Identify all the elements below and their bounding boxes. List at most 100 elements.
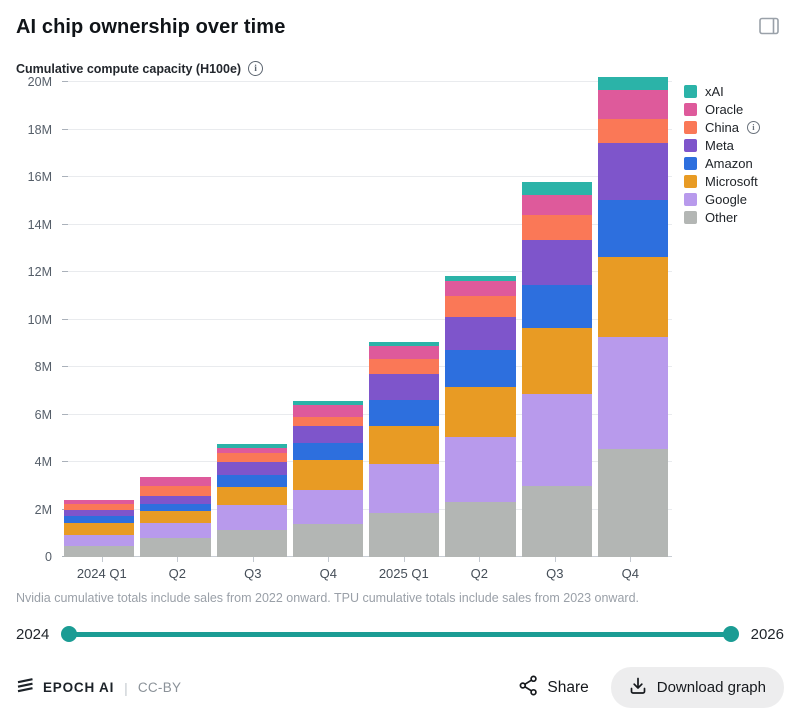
- x-tick-label: 2024 Q1: [64, 557, 140, 581]
- bar-segment-microsoft-q3[interactable]: [521, 327, 592, 395]
- bar-segment-google-q3[interactable]: [216, 504, 287, 530]
- bar-segment-xai-q3[interactable]: [216, 444, 287, 448]
- legend-swatch-amazon: [684, 156, 697, 170]
- bar-segment-meta-2025-q1[interactable]: [369, 374, 440, 401]
- legend-item-other[interactable]: Other: [684, 208, 784, 226]
- bar-q2[interactable]: [445, 276, 516, 557]
- bar-segment-china-q2[interactable]: [445, 295, 516, 318]
- bar-segment-amazon-q4[interactable]: [597, 199, 668, 257]
- bar-q3[interactable]: [216, 444, 287, 557]
- bar-segment-microsoft-2024-q1[interactable]: [64, 522, 135, 535]
- legend-label: Oracle: [705, 101, 744, 117]
- bar-q4[interactable]: [292, 400, 363, 557]
- slider-handle-right[interactable]: [722, 626, 739, 642]
- legend-label: China: [705, 119, 739, 135]
- bar-segment-google-2024-q1[interactable]: [64, 534, 135, 547]
- bar-segment-other-q2[interactable]: [140, 538, 211, 557]
- bar-segment-oracle-q2[interactable]: [445, 281, 516, 296]
- bar-segment-other-q3[interactable]: [216, 529, 287, 557]
- y-tick-mark: [62, 81, 68, 82]
- info-icon[interactable]: i: [746, 120, 760, 134]
- brand[interactable]: EPOCH AI | CC-BY: [16, 677, 181, 699]
- bar-segment-amazon-q2[interactable]: [445, 350, 516, 388]
- legend-item-microsoft[interactable]: Microsoft: [684, 172, 784, 190]
- legend-item-google[interactable]: Google: [684, 190, 784, 208]
- bar-segment-xai-q4[interactable]: [292, 400, 363, 405]
- x-tick-mark: [328, 557, 330, 562]
- bar-segment-google-q4[interactable]: [292, 490, 363, 524]
- share-button[interactable]: Share: [519, 675, 589, 701]
- download-graph-button[interactable]: Download graph: [610, 667, 784, 708]
- bar-segment-other-2024-q1[interactable]: [64, 546, 135, 557]
- bar-segment-microsoft-q3[interactable]: [216, 487, 287, 505]
- y-tick-label: 14M: [27, 217, 52, 232]
- bar-segment-meta-2024-q1[interactable]: [64, 509, 135, 516]
- bar-q3[interactable]: [521, 181, 592, 557]
- bar-segment-oracle-q4[interactable]: [292, 404, 363, 417]
- bar-segment-oracle-q3[interactable]: [521, 194, 592, 216]
- gridline: [62, 318, 672, 320]
- bar-segment-google-q3[interactable]: [521, 394, 592, 486]
- bar-segment-other-2025-q1[interactable]: [369, 513, 440, 557]
- legend-item-xai[interactable]: xAI: [684, 82, 784, 100]
- bar-segment-china-q2[interactable]: [140, 486, 211, 496]
- bar-segment-xai-q3[interactable]: [521, 181, 592, 195]
- bar-2024-q1[interactable]: [64, 500, 135, 557]
- bar-2025-q1[interactable]: [369, 341, 440, 557]
- bar-segment-oracle-2025-q1[interactable]: [369, 345, 440, 359]
- slider-handle-left[interactable]: [61, 626, 78, 642]
- bar-segment-amazon-q3[interactable]: [216, 475, 287, 488]
- bar-segment-china-2024-q1[interactable]: [64, 503, 135, 510]
- bar-segment-china-q4[interactable]: [597, 118, 668, 143]
- info-icon[interactable]: i: [248, 61, 264, 76]
- bar-segment-oracle-q3[interactable]: [216, 447, 287, 453]
- bar-segment-amazon-q3[interactable]: [521, 285, 592, 328]
- bar-segment-china-2025-q1[interactable]: [369, 358, 440, 375]
- bar-q2[interactable]: [140, 477, 211, 557]
- bar-segment-google-q2[interactable]: [445, 437, 516, 503]
- bar-segment-meta-q2[interactable]: [445, 317, 516, 351]
- chart-subtitle: Cumulative compute capacity (H100e): [16, 61, 242, 76]
- bar-segment-oracle-q2[interactable]: [140, 477, 211, 487]
- bar-segment-microsoft-q4[interactable]: [292, 459, 363, 491]
- slider-track[interactable]: [61, 626, 739, 642]
- gridline: [62, 413, 672, 415]
- bar-segment-oracle-2024-q1[interactable]: [64, 500, 135, 504]
- bar-segment-xai-q2[interactable]: [445, 276, 516, 282]
- legend-item-oracle[interactable]: Oracle: [684, 100, 784, 118]
- bar-segment-microsoft-q2[interactable]: [445, 387, 516, 438]
- bar-segment-other-q4[interactable]: [292, 523, 363, 557]
- bar-segment-microsoft-2025-q1[interactable]: [369, 426, 440, 465]
- legend-item-china[interactable]: China i: [684, 118, 784, 136]
- bar-segment-other-q4[interactable]: [597, 448, 668, 557]
- bar-segment-amazon-q2[interactable]: [140, 504, 211, 511]
- bar-q4[interactable]: [597, 77, 668, 557]
- bars-container: [64, 77, 668, 557]
- bar-segment-other-q3[interactable]: [521, 485, 592, 557]
- legend-item-amazon[interactable]: Amazon: [684, 154, 784, 172]
- bar-segment-amazon-2025-q1[interactable]: [369, 400, 440, 427]
- bar-segment-microsoft-q2[interactable]: [140, 510, 211, 523]
- bar-segment-google-q4[interactable]: [597, 337, 668, 449]
- legend-label: xAI: [705, 83, 724, 99]
- bar-segment-microsoft-q4[interactable]: [597, 256, 668, 338]
- bar-segment-amazon-q4[interactable]: [292, 442, 363, 460]
- x-tick-mark: [101, 557, 103, 562]
- bar-segment-china-q4[interactable]: [292, 416, 363, 427]
- bar-segment-amazon-2024-q1[interactable]: [64, 515, 135, 523]
- bar-segment-xai-2025-q1[interactable]: [369, 341, 440, 346]
- bar-segment-meta-q3[interactable]: [521, 239, 592, 286]
- panel-toggle-button[interactable]: [754, 12, 784, 45]
- bar-segment-meta-q4[interactable]: [597, 142, 668, 200]
- bar-segment-google-q2[interactable]: [140, 522, 211, 538]
- bar-segment-china-q3[interactable]: [521, 215, 592, 240]
- bar-segment-china-q3[interactable]: [216, 452, 287, 463]
- bar-segment-xai-q4[interactable]: [597, 77, 668, 91]
- bar-segment-meta-q2[interactable]: [140, 495, 211, 505]
- legend-item-meta[interactable]: Meta: [684, 136, 784, 154]
- bar-segment-other-q2[interactable]: [445, 502, 516, 557]
- bar-segment-meta-q4[interactable]: [292, 426, 363, 443]
- bar-segment-oracle-q4[interactable]: [597, 90, 668, 119]
- bar-segment-meta-q3[interactable]: [216, 462, 287, 476]
- bar-segment-google-2025-q1[interactable]: [369, 464, 440, 514]
